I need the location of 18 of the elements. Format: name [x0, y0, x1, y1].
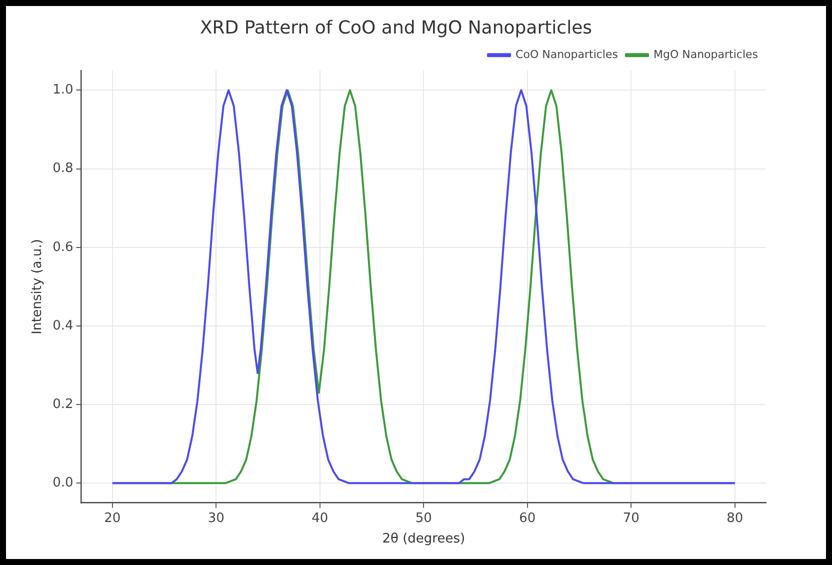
x-tick-label: 70	[622, 510, 640, 526]
x-tick-label: 30	[208, 510, 224, 526]
x-tick-label: 40	[312, 510, 328, 526]
chart-title: XRD Pattern of CoO and MgO Nanoparticles	[200, 17, 592, 38]
x-axis-title: 2θ (degrees)	[382, 532, 466, 547]
y-tick-label: 0.8	[52, 161, 74, 176]
x-tick-label: 50	[415, 510, 432, 526]
x-tick-label: 80	[726, 510, 744, 526]
x-tick-label: 20	[104, 510, 121, 526]
y-tick-label: 1.0	[52, 82, 74, 98]
y-axis-title: Intensity (a.u.)	[30, 239, 46, 334]
y-tick-label: 0.4	[52, 318, 74, 334]
x-tick-label: 60	[519, 510, 536, 526]
y-tick-label: 0.6	[52, 240, 74, 255]
legend-label: MgO Nanoparticles	[653, 48, 758, 61]
y-tick-label: 0.2	[52, 396, 74, 412]
legend-label: CoO Nanoparticles	[516, 48, 618, 61]
y-tick-label: 0.0	[52, 476, 74, 491]
